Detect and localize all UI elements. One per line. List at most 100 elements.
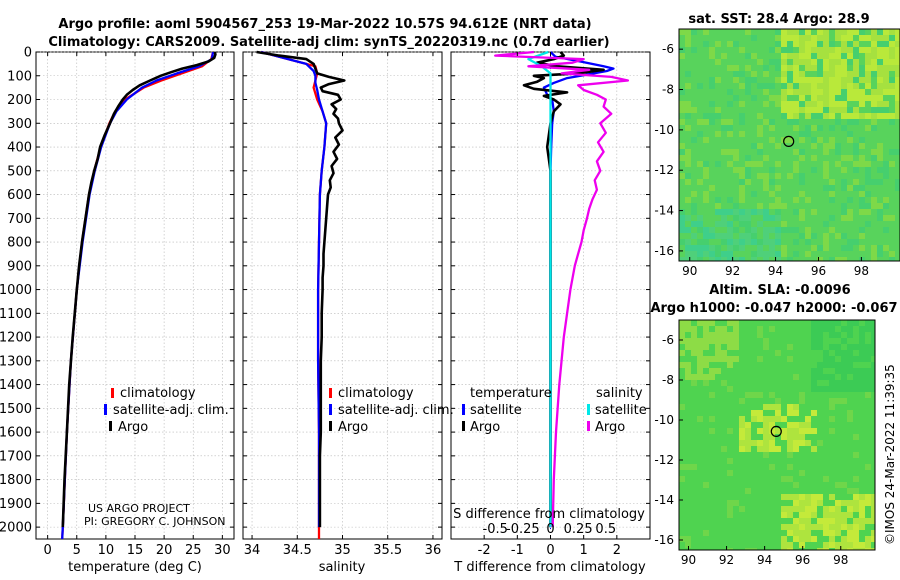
map-cell (697, 356, 703, 362)
map-cell (781, 29, 787, 35)
map-cell (751, 440, 757, 446)
map-cell (793, 404, 799, 410)
map-cell (721, 338, 727, 344)
map-cell (691, 221, 697, 227)
map-cell (853, 185, 859, 191)
sla-map-frame (678, 319, 876, 551)
map-cell (805, 536, 811, 542)
map-cell (727, 548, 733, 550)
map-cell (799, 209, 805, 215)
map-cell (805, 125, 811, 131)
map-cell (895, 101, 900, 107)
map-cell (817, 332, 823, 338)
map-cell (817, 89, 823, 95)
map-cell (793, 119, 799, 125)
map-cell (835, 47, 841, 53)
map-cell (853, 41, 859, 47)
map-cell (787, 107, 793, 113)
x-tick-label: 30 (214, 543, 231, 558)
map-cell (775, 173, 781, 179)
map-cell (703, 374, 709, 380)
map-cell (877, 83, 883, 89)
map-cell (715, 326, 721, 332)
legend-swatch-s-satellite (587, 404, 590, 415)
map-cell (727, 506, 733, 512)
title-line2: Climatology: CARS2009. Satellite-adj cli… (48, 35, 609, 50)
map-cell (847, 137, 853, 143)
map-cell (751, 209, 757, 215)
map-cell (799, 89, 805, 95)
legend-heading-salinity: salinity (596, 386, 643, 401)
map-cell (823, 221, 829, 227)
map-cell (715, 338, 721, 344)
map-cell (703, 191, 709, 197)
map-cell (775, 215, 781, 221)
map-cell (769, 428, 775, 434)
map-cell (835, 506, 841, 512)
map-cell (745, 83, 751, 89)
map-cell (769, 464, 775, 470)
map-cell (847, 548, 853, 550)
map-cell (769, 239, 775, 245)
map-cell (727, 320, 733, 326)
map-cell (769, 167, 775, 173)
map-cell (817, 59, 823, 65)
map-cell (697, 245, 703, 251)
map-cell (751, 95, 757, 101)
map-cell (823, 113, 829, 119)
map-cell (889, 77, 895, 83)
map-cell (799, 47, 805, 53)
map-cell (835, 143, 841, 149)
map-cell (787, 119, 793, 125)
map-cell (841, 536, 847, 542)
map-cell (739, 119, 745, 125)
map-cell (859, 71, 865, 77)
map-cell (811, 53, 817, 59)
map-cell (703, 29, 709, 35)
map-cell (775, 446, 781, 452)
map-cell (799, 233, 805, 239)
map-cell (697, 344, 703, 350)
map-cell (745, 422, 751, 428)
map-cell (739, 179, 745, 185)
map-cell (835, 542, 841, 548)
salinity-xlabel: salinity (319, 560, 366, 575)
map-cell (865, 47, 871, 53)
map-cell (811, 332, 817, 338)
map-cell (841, 380, 847, 386)
map-cell (895, 89, 900, 95)
map-cell (763, 179, 769, 185)
legend-label-t-argo: Argo (470, 420, 500, 435)
map-cell (709, 338, 715, 344)
map-cell (757, 326, 763, 332)
map-cell (685, 326, 691, 332)
map-cell (877, 53, 883, 59)
map-cell (745, 428, 751, 434)
map-cell (799, 398, 805, 404)
map-cell (685, 251, 691, 257)
y-tick-label: 300 (7, 117, 32, 132)
map-cell (739, 215, 745, 221)
map-cell (799, 137, 805, 143)
map-cell (691, 245, 697, 251)
map-cell (703, 482, 709, 488)
map-cell (853, 476, 859, 482)
map-cell (835, 257, 841, 261)
map-cell (853, 143, 859, 149)
map-cell (793, 227, 799, 233)
map-cell (787, 53, 793, 59)
map-cell (871, 113, 877, 119)
map-cell (727, 209, 733, 215)
map-cell (745, 215, 751, 221)
map-cell (847, 344, 853, 350)
map-cell (781, 107, 787, 113)
map-cell (775, 410, 781, 416)
map-x-tick-label: 98 (833, 553, 848, 567)
map-cell (895, 59, 900, 65)
map-cell (841, 53, 847, 59)
y-tick-label: 1300 (0, 354, 32, 369)
map-cell (685, 71, 691, 77)
map-cell (829, 362, 835, 368)
map-cell (841, 362, 847, 368)
map-cell (745, 167, 751, 173)
